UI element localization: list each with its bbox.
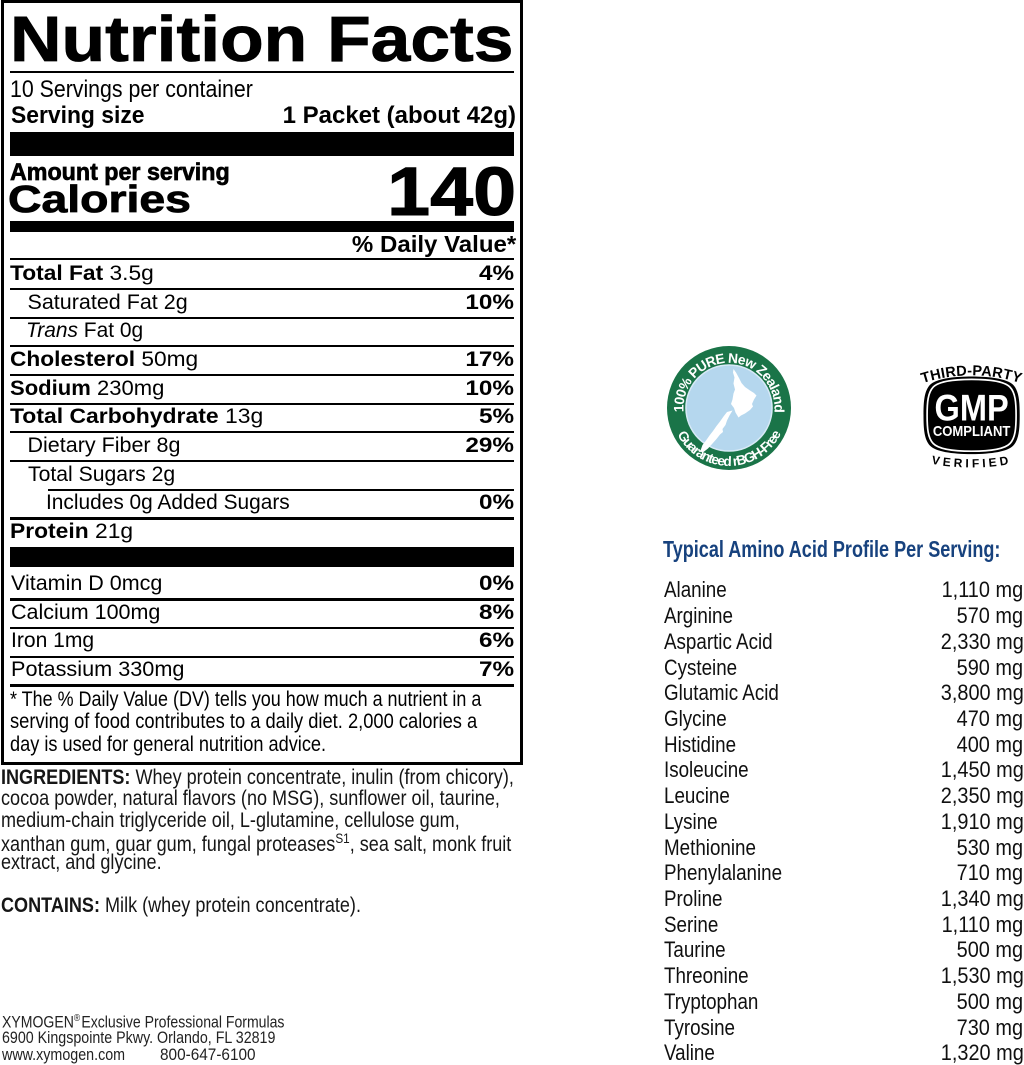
svg-text:GMP: GMP <box>935 388 1009 429</box>
svg-text:VERIFIED: VERIFIED <box>931 453 1013 471</box>
svg-text:COMPLIANT: COMPLIANT <box>933 423 1011 439</box>
svg-text:THIRD-PARTY: THIRD-PARTY <box>919 363 1024 387</box>
